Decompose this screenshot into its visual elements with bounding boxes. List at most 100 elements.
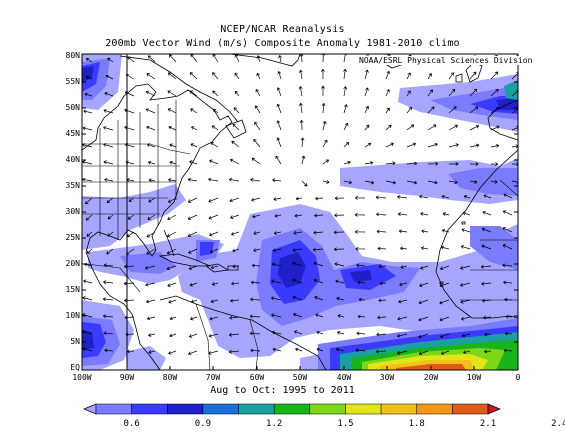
- wind-arrow: [343, 68, 347, 80]
- wind-arrow: [463, 350, 471, 354]
- wind-arrow: [103, 126, 114, 131]
- wind-arrow: [316, 347, 324, 352]
- lon-label: 20W: [423, 373, 439, 382]
- wind-arrow: [378, 264, 387, 269]
- wind-arrow: [169, 316, 177, 321]
- wind-arrow: [375, 195, 387, 200]
- wind-arrow: [398, 229, 408, 234]
- wind-arrow: [229, 197, 240, 203]
- wind-arrow: [364, 87, 369, 97]
- wind-arrow: [503, 280, 513, 285]
- wind-arrow: [210, 265, 219, 270]
- wind-arrow: [145, 90, 156, 97]
- wind-arrow: [358, 297, 366, 302]
- wind-arrow: [123, 281, 135, 286]
- lon-label: 10W: [466, 373, 482, 382]
- wind-arrow: [334, 213, 345, 218]
- wind-arrow: [505, 314, 513, 319]
- wind-arrow: [461, 333, 471, 338]
- colorbar-swatch: [167, 403, 204, 415]
- colorbar-high-arrow: [487, 403, 501, 415]
- wind-arrow: [229, 315, 240, 320]
- wind-arrow: [187, 197, 198, 203]
- wind-arrow: [292, 261, 303, 267]
- wind-arrow: [166, 248, 177, 255]
- lon-label: 30W: [379, 373, 395, 382]
- wind-arrow: [82, 330, 93, 335]
- wind-arrow: [490, 71, 499, 80]
- wind-arrow: [364, 105, 370, 114]
- wind-arrow: [168, 125, 177, 131]
- wind-arrow: [146, 316, 156, 321]
- wind-arrow: [490, 125, 500, 131]
- wind-arrow: [169, 333, 177, 338]
- wind-arrow: [190, 108, 198, 114]
- wind-arrow: [292, 248, 303, 252]
- lon-label: 0: [515, 373, 521, 382]
- wind-arrow: [82, 126, 93, 131]
- colorbar-swatch: [238, 403, 275, 415]
- wind-arrow: [427, 142, 438, 148]
- wind-arrow: [420, 212, 429, 216]
- wind-arrow: [169, 160, 177, 165]
- wind-arrow: [107, 57, 114, 63]
- wind-arrow: [448, 106, 457, 114]
- colorbar-label: 0.9: [194, 419, 212, 429]
- wind-arrow: [376, 212, 387, 217]
- wind-arrow: [189, 160, 198, 165]
- wind-arrow: [82, 160, 93, 165]
- wind-arrow: [385, 70, 391, 80]
- wind-arrow: [232, 264, 240, 269]
- wind-arrow: [168, 350, 177, 355]
- wind-arrow: [427, 106, 435, 114]
- lat-label: 35N: [65, 181, 80, 190]
- wind-arrow: [400, 246, 408, 251]
- wind-arrow: [427, 161, 439, 166]
- wind-arrow: [397, 195, 408, 199]
- wind-arrow: [354, 229, 366, 234]
- wind-arrow: [292, 278, 303, 284]
- wind-arrow: [105, 74, 114, 80]
- wind-arrow: [254, 105, 261, 114]
- wind-arrow: [490, 179, 498, 184]
- wind-arrow: [293, 231, 303, 235]
- wind-arrow: [253, 248, 261, 253]
- wind-arrow: [102, 297, 114, 302]
- wind-arrow: [418, 299, 429, 305]
- wind-arrow: [439, 316, 450, 322]
- wind-arrow: [277, 71, 282, 80]
- colorbar-swatch: [131, 403, 168, 415]
- wind-arrow: [272, 248, 282, 253]
- wind-arrow: [147, 160, 156, 165]
- wind-arrow: [276, 137, 282, 148]
- wind-arrow: [212, 108, 219, 114]
- wind-arrow: [126, 178, 135, 182]
- wind-arrow: [168, 178, 177, 182]
- wind-arrow: [355, 246, 366, 251]
- wind-arrow: [231, 140, 240, 148]
- wind-arrow: [315, 313, 324, 318]
- wind-arrow: [406, 161, 418, 166]
- wind-arrow: [229, 158, 240, 165]
- wind-arrow: [234, 90, 240, 97]
- wind-arrow: [256, 55, 261, 63]
- wind-arrow: [322, 139, 328, 148]
- wind-arrow: [84, 92, 93, 97]
- wind-arrow: [504, 297, 513, 302]
- wind-arrow: [104, 177, 114, 182]
- wind-arrow: [106, 197, 114, 204]
- wind-arrow: [299, 119, 304, 131]
- wind-arrow: [253, 231, 261, 235]
- wind-arrow: [322, 120, 327, 131]
- colorbar-low-arrow: [83, 403, 97, 415]
- wind-arrow: [276, 103, 282, 114]
- wind-arrow: [440, 333, 450, 339]
- wind-arrow: [166, 231, 177, 238]
- wind-arrow: [233, 107, 240, 114]
- wind-arrow: [322, 159, 329, 165]
- wind-arrow: [212, 90, 219, 97]
- wind-arrow: [483, 315, 492, 320]
- wind-arrow: [189, 282, 198, 287]
- wind-arrow: [378, 298, 387, 303]
